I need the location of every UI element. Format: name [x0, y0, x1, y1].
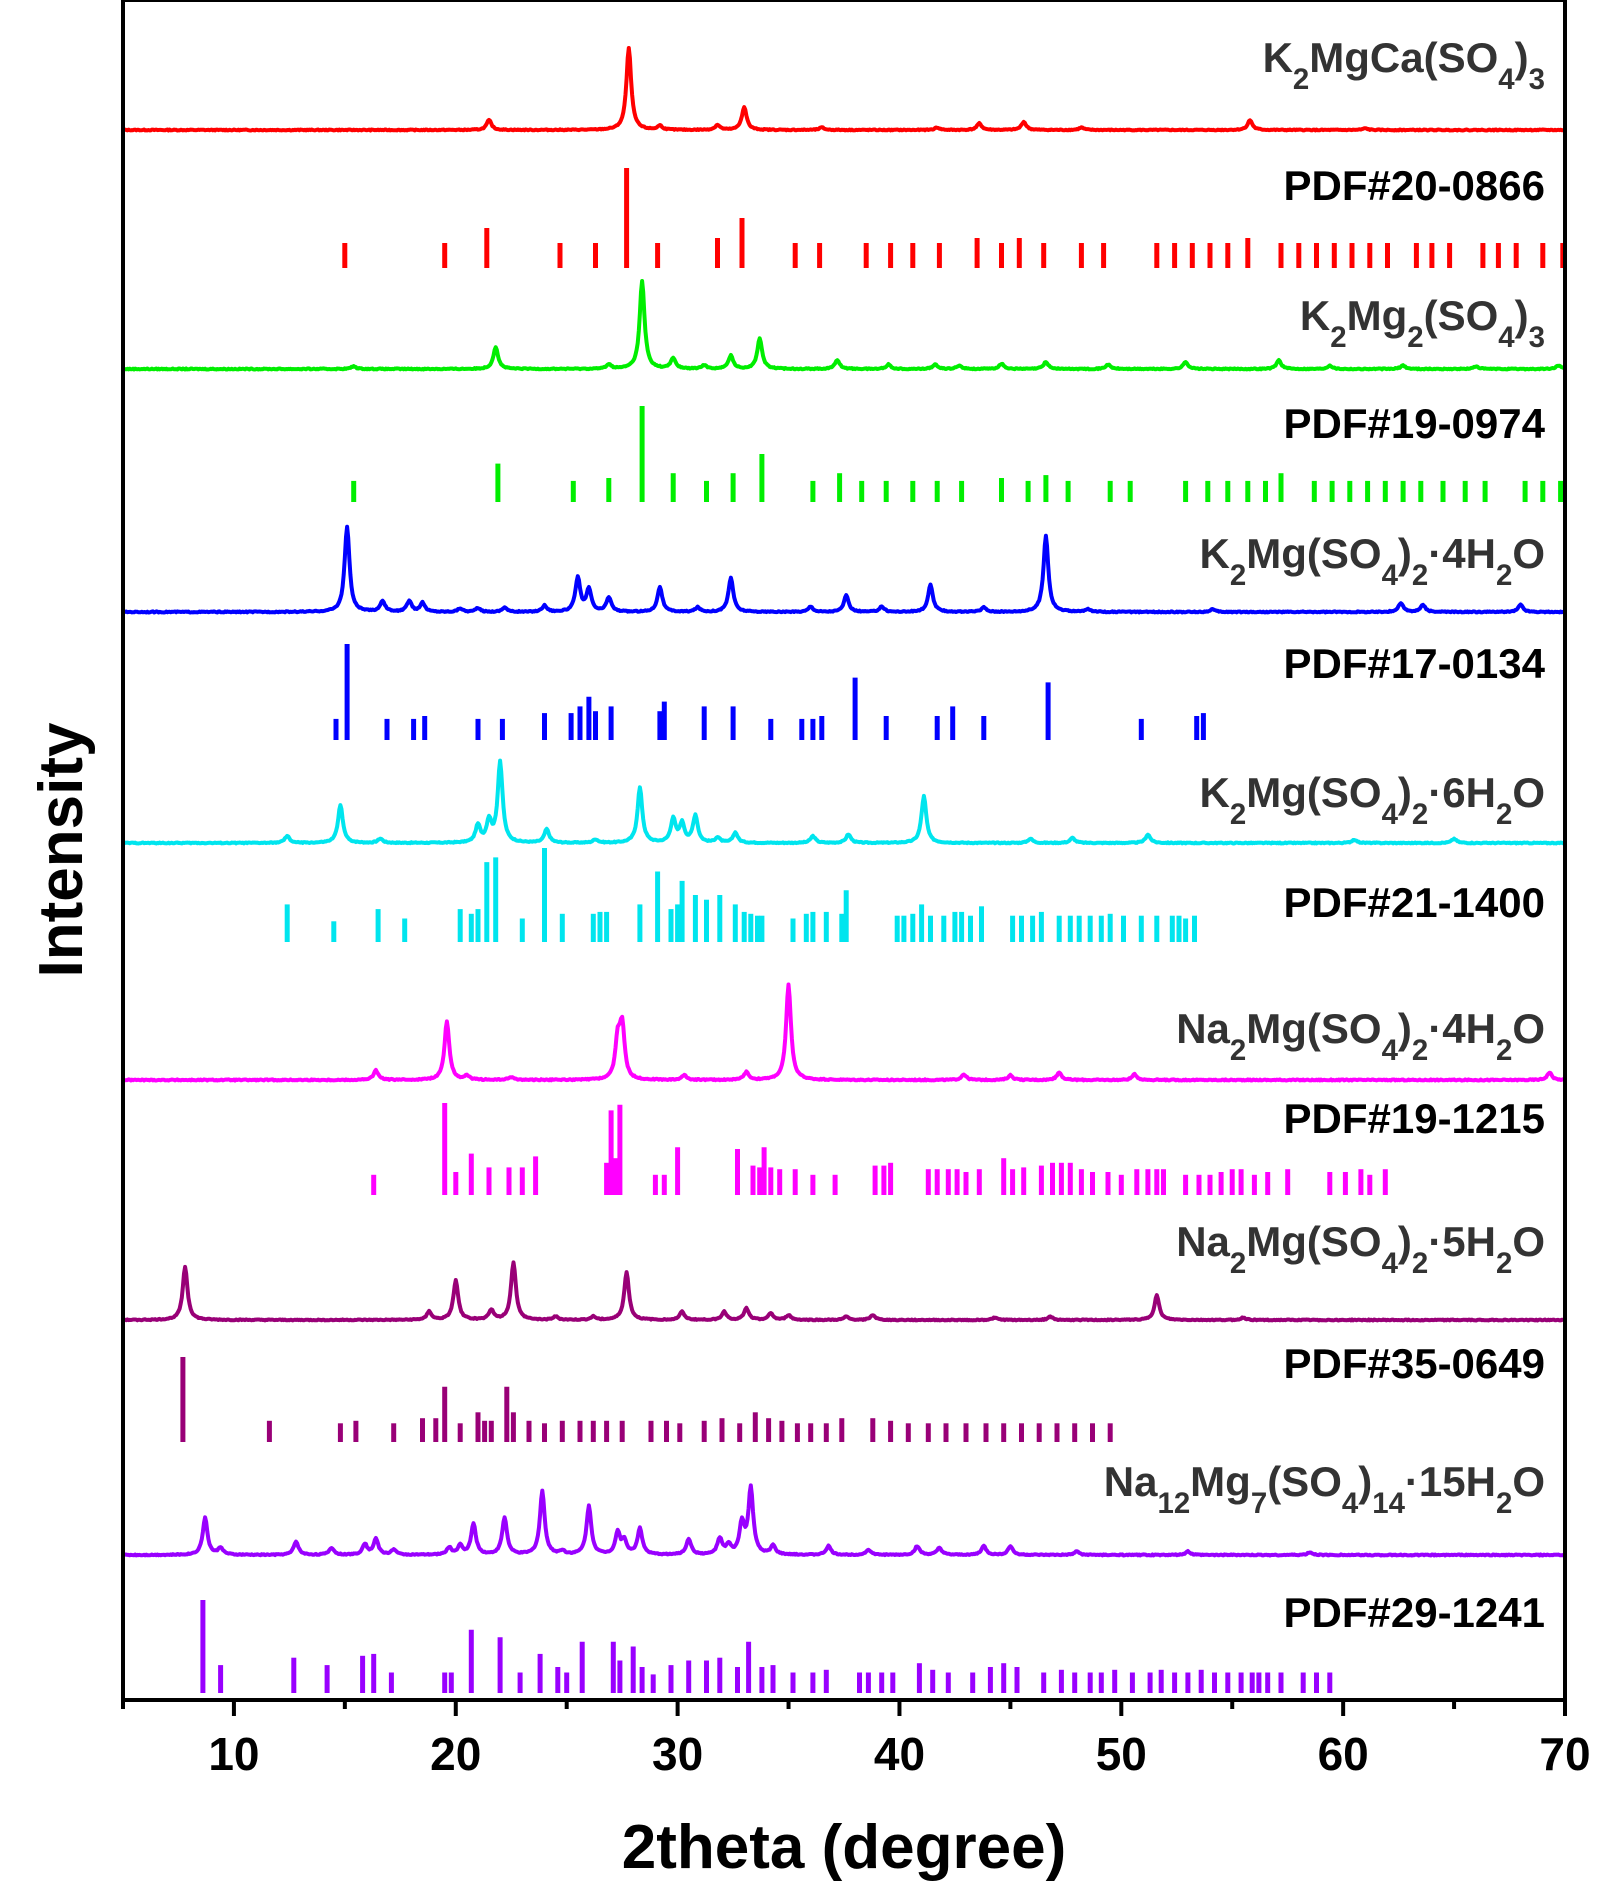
series-label-13: PDF#29-1241: [1284, 1589, 1546, 1636]
y-axis-title: Intensity: [27, 722, 96, 977]
panel-11: [180, 1357, 1113, 1442]
series-label-0: K2MgCa(SO4)3: [1263, 34, 1545, 96]
panel-6: [121, 758, 1565, 846]
panel-9: [371, 1103, 1388, 1195]
x-tick-label-50: 50: [1096, 1728, 1147, 1780]
series-label-8: Na2Mg(SO4)2·4H2O: [1176, 1005, 1545, 1067]
series-label-2: K2Mg2(SO4)3: [1300, 292, 1545, 354]
panel-0: [122, 46, 1565, 133]
x-tick-label-20: 20: [430, 1728, 481, 1780]
series-label-6: K2Mg(SO4)2·6H2O: [1200, 769, 1545, 831]
panel-8: [122, 982, 1565, 1083]
series-label-5: PDF#17-0134: [1284, 640, 1546, 687]
series-label-3: PDF#19-0974: [1284, 400, 1546, 447]
panel-13: [200, 1600, 1333, 1693]
panels-group: [121, 46, 1566, 1693]
panel-5: [333, 644, 1206, 740]
series-line-0: [122, 46, 1565, 133]
series-label-7: PDF#21-1400: [1284, 879, 1546, 926]
panel-10: [122, 1260, 1565, 1323]
x-axis: 10 20 30 40 50 60 70: [121, 1700, 1591, 1780]
plot-frame: [121, 0, 1567, 1702]
series-label-10: Na2Mg(SO4)2·5H2O: [1176, 1218, 1545, 1280]
panel-7: [284, 848, 1197, 942]
panel-4: [121, 524, 1565, 615]
series-line-2: [122, 279, 1565, 372]
series-line-12: [122, 1483, 1565, 1558]
x-tick-label-30: 30: [652, 1728, 703, 1780]
x-tick-label-70: 70: [1539, 1728, 1590, 1780]
panel-3: [351, 406, 1564, 502]
series-label-12: Na12Mg7(SO4)14·15H2O: [1104, 1458, 1545, 1520]
panel-1: [342, 168, 1566, 268]
series-line-6: [121, 758, 1565, 846]
series-line-4: [121, 524, 1565, 615]
series-label-1: PDF#20-0866: [1284, 162, 1546, 209]
series-line-8: [122, 982, 1565, 1083]
x-tick-label-10: 10: [208, 1728, 259, 1780]
series-label-9: PDF#19-1215: [1284, 1095, 1546, 1142]
x-axis-title: 2theta (degree): [622, 1813, 1066, 1882]
panel-12: [122, 1483, 1565, 1558]
series-labels-group: K2MgCa(SO4)3 PDF#20-0866 K2Mg2(SO4)3 PDF#19…: [1104, 34, 1546, 1636]
series-label-11: PDF#35-0649: [1284, 1340, 1546, 1387]
x-tick-label-40: 40: [874, 1728, 925, 1780]
x-tick-label-60: 60: [1318, 1728, 1369, 1780]
series-line-10: [122, 1260, 1565, 1323]
panel-2: [122, 279, 1565, 372]
series-label-4: K2Mg(SO4)2·4H2O: [1200, 530, 1545, 592]
